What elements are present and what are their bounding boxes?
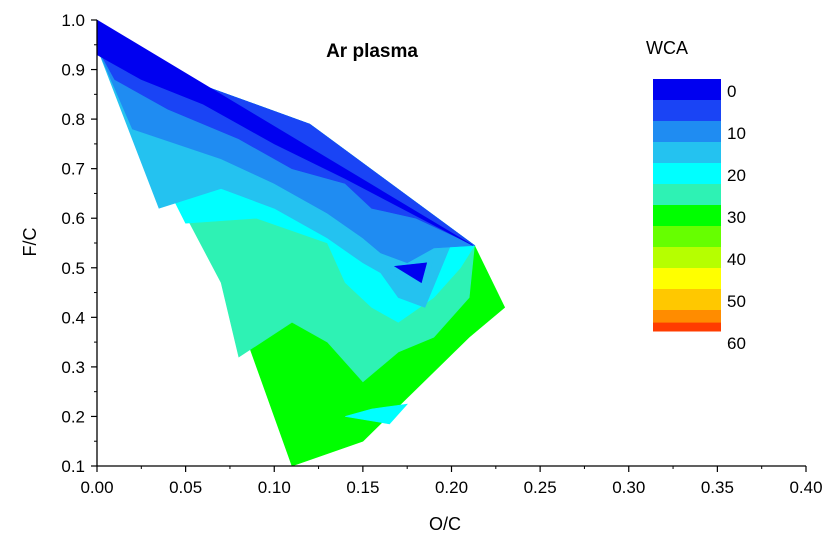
x-tick-label: 0.30 [612, 478, 645, 497]
colorbar-tick-label: 30 [727, 208, 746, 227]
colorbar-swatch-8 [653, 247, 721, 269]
y-tick-label: 1.0 [61, 11, 85, 30]
contour-region-6 [96, 19, 473, 246]
y-tick-label: 0.9 [61, 61, 85, 80]
colorbar-swatch-6 [653, 205, 721, 227]
colorbar-tick-label: 40 [727, 250, 746, 269]
x-tick-label: 0.00 [80, 478, 113, 497]
contour-region-8 [393, 262, 428, 284]
plot-area [96, 19, 506, 467]
y-tick-label: 0.4 [61, 308, 85, 327]
colorbar-tick-label: 50 [727, 292, 746, 311]
colorbar-swatch-10 [653, 289, 721, 311]
colorbar-swatch-11 [653, 310, 721, 324]
colorbar-swatch-1 [653, 100, 721, 122]
colorbar-swatch-12 [653, 322, 721, 332]
y-axis-label: F/C [20, 228, 40, 257]
colorbar-tick-label: 60 [727, 334, 746, 353]
chart-title: Ar plasma [326, 41, 418, 62]
axes: 0.00 0.05 0.10 0.15 0.20 0.25 0.30 0.35 0.400.10… [61, 11, 822, 497]
x-tick-label: 0.20 [435, 478, 468, 497]
colorbar-swatch-0 [653, 79, 721, 101]
y-tick-label: 0.7 [61, 160, 85, 179]
colorbar-tick-label: 0 [727, 82, 736, 101]
x-tick-label: 0.10 [258, 478, 291, 497]
x-tick-label: 0.15 [346, 478, 379, 497]
y-tick-label: 0.5 [61, 259, 85, 278]
y-tick-label: 0.8 [61, 110, 85, 129]
x-tick-label: 0.40 [789, 478, 822, 497]
colorbar-swatch-5 [653, 184, 721, 206]
y-tick-label: 0.1 [61, 457, 85, 476]
colorbar-tick-label: 20 [727, 166, 746, 185]
colorbar-swatch-2 [653, 121, 721, 143]
x-tick-label: 0.05 [169, 478, 202, 497]
colorbar-swatch-4 [653, 163, 721, 185]
contour-region-9 [345, 403, 408, 425]
y-tick-label: 0.2 [61, 407, 85, 426]
colorbar-tick-label: 10 [727, 124, 746, 143]
colorbar-swatch-3 [653, 142, 721, 164]
x-tick-label: 0.35 [701, 478, 734, 497]
y-tick-label: 0.6 [61, 209, 85, 228]
colorbar-swatch-7 [653, 226, 721, 248]
colorbar-title: WCA [646, 38, 688, 58]
y-tick-label: 0.3 [61, 358, 85, 377]
x-axis-label: O/C [429, 514, 461, 534]
x-tick-label: 0.25 [524, 478, 557, 497]
colorbar-legend: WCA 0 10 20 30 40 50 60 [646, 38, 746, 353]
colorbar-swatch-9 [653, 268, 721, 290]
